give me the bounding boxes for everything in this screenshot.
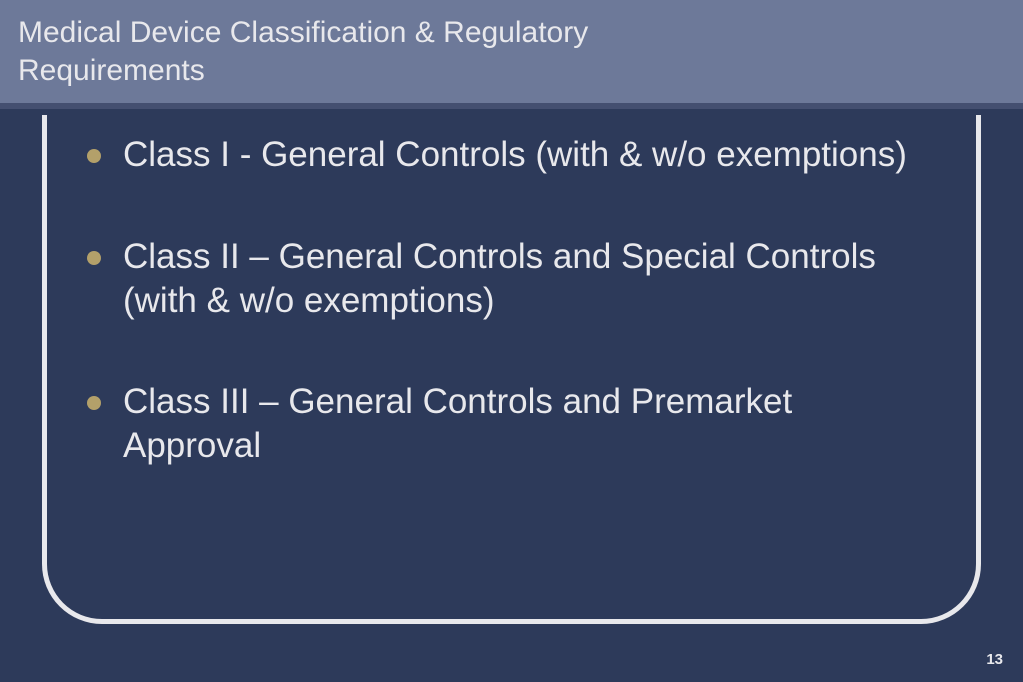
bullet-icon <box>87 149 101 163</box>
bullet-icon <box>87 396 101 410</box>
list-item: Class I - General Controls (with & w/o e… <box>87 133 936 177</box>
bullet-list: Class I - General Controls (with & w/o e… <box>87 133 936 468</box>
bullet-text: Class I - General Controls (with & w/o e… <box>123 133 907 177</box>
slide-title: Medical Device Classification & Regulato… <box>18 14 718 89</box>
page-number: 13 <box>986 651 1003 668</box>
content-frame: Class I - General Controls (with & w/o e… <box>42 115 981 624</box>
header-band: Medical Device Classification & Regulato… <box>0 0 1023 103</box>
list-item: Class III – General Controls and Premark… <box>87 380 936 468</box>
header-divider <box>0 103 1023 109</box>
bullet-text: Class II – General Controls and Special … <box>123 235 936 323</box>
bullet-text: Class III – General Controls and Premark… <box>123 380 936 468</box>
list-item: Class II – General Controls and Special … <box>87 235 936 323</box>
bullet-icon <box>87 251 101 265</box>
